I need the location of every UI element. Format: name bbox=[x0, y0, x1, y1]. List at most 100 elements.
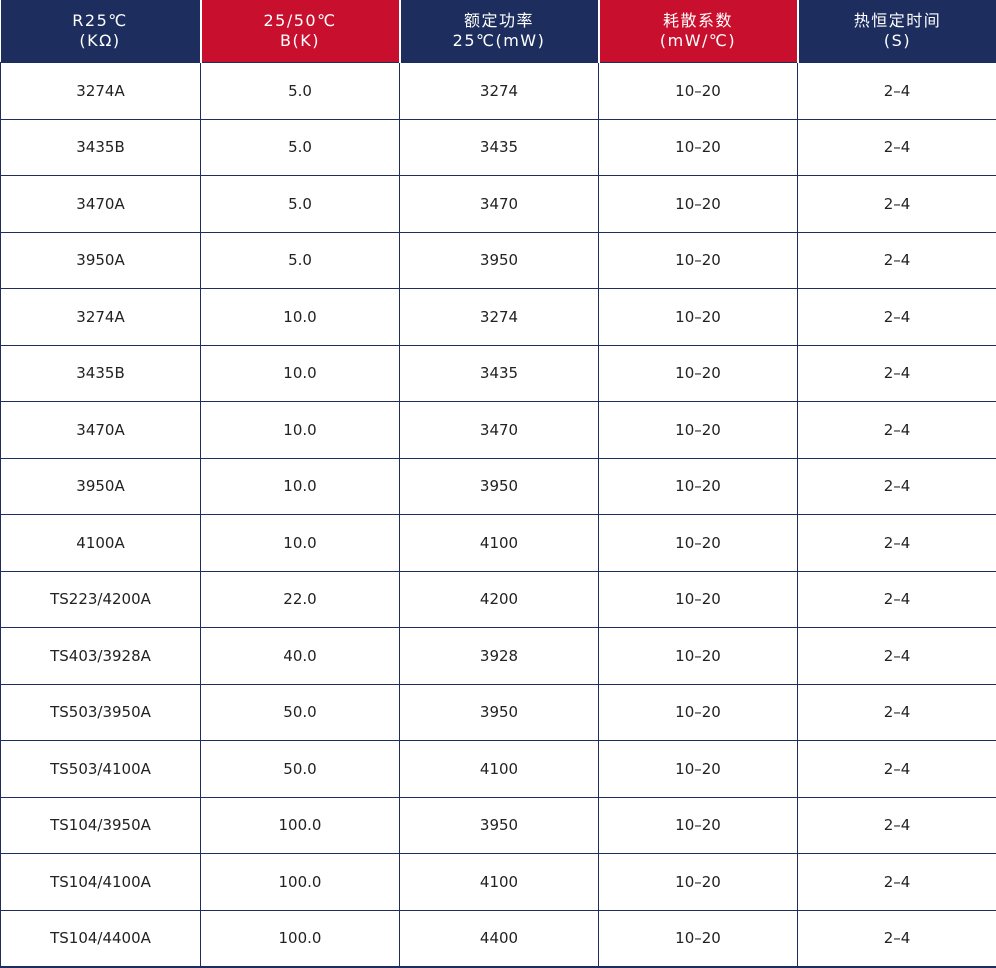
cell-time-constant: 2–4 bbox=[798, 515, 996, 572]
cell-rated-power: 3435 bbox=[400, 345, 599, 402]
cell-resistance: TS104/4400A bbox=[1, 910, 201, 967]
cell-dissipation: 10–20 bbox=[599, 176, 798, 233]
table-header: R25℃ (KΩ) 25/50℃ B(K) 额定功率 25℃(mW) 耗散系数 … bbox=[1, 0, 996, 63]
cell-time-constant: 2–4 bbox=[798, 402, 996, 459]
cell-resistance: TS104/3950A bbox=[1, 797, 201, 854]
header-b-value-line1: 25/50℃ bbox=[202, 11, 399, 31]
header-dissipation: 耗散系数 (mW/℃) bbox=[599, 0, 798, 63]
header-b-value-line2: B(K) bbox=[202, 31, 399, 51]
cell-rated-power: 3470 bbox=[400, 402, 599, 459]
cell-time-constant: 2–4 bbox=[798, 854, 996, 911]
cell-time-constant: 2–4 bbox=[798, 797, 996, 854]
cell-resistance: TS104/4100A bbox=[1, 854, 201, 911]
cell-time-constant: 2–4 bbox=[798, 119, 996, 176]
cell-time-constant: 2–4 bbox=[798, 345, 996, 402]
cell-time-constant: 2–4 bbox=[798, 571, 996, 628]
header-resistance-line2: (KΩ) bbox=[1, 31, 200, 51]
cell-dissipation: 10–20 bbox=[599, 119, 798, 176]
cell-rated-power: 3950 bbox=[400, 232, 599, 289]
cell-b-value: 10.0 bbox=[201, 402, 400, 459]
header-time-constant-line2: (S) bbox=[799, 31, 996, 51]
cell-time-constant: 2–4 bbox=[798, 628, 996, 685]
cell-rated-power: 3274 bbox=[400, 289, 599, 346]
cell-time-constant: 2–4 bbox=[798, 176, 996, 233]
cell-b-value: 100.0 bbox=[201, 910, 400, 967]
cell-resistance: 3950A bbox=[1, 232, 201, 289]
header-dissipation-line1: 耗散系数 bbox=[600, 11, 797, 31]
cell-rated-power: 4400 bbox=[400, 910, 599, 967]
cell-b-value: 100.0 bbox=[201, 854, 400, 911]
cell-resistance: 3435B bbox=[1, 345, 201, 402]
cell-time-constant: 2–4 bbox=[798, 63, 996, 120]
cell-rated-power: 4100 bbox=[400, 854, 599, 911]
cell-b-value: 100.0 bbox=[201, 797, 400, 854]
header-rated-power-line2: 25℃(mW) bbox=[401, 31, 598, 51]
cell-dissipation: 10–20 bbox=[599, 458, 798, 515]
cell-b-value: 10.0 bbox=[201, 515, 400, 572]
cell-rated-power: 3950 bbox=[400, 797, 599, 854]
header-resistance-line1: R25℃ bbox=[1, 11, 200, 31]
cell-dissipation: 10–20 bbox=[599, 741, 798, 798]
header-rated-power-line1: 额定功率 bbox=[401, 11, 598, 31]
cell-dissipation: 10–20 bbox=[599, 289, 798, 346]
cell-rated-power: 4100 bbox=[400, 741, 599, 798]
cell-rated-power: 3470 bbox=[400, 176, 599, 233]
cell-dissipation: 10–20 bbox=[599, 345, 798, 402]
cell-b-value: 22.0 bbox=[201, 571, 400, 628]
cell-dissipation: 10–20 bbox=[599, 628, 798, 685]
cell-rated-power: 3435 bbox=[400, 119, 599, 176]
cell-b-value: 40.0 bbox=[201, 628, 400, 685]
cell-dissipation: 10–20 bbox=[599, 910, 798, 967]
cell-b-value: 5.0 bbox=[201, 119, 400, 176]
cell-b-value: 10.0 bbox=[201, 458, 400, 515]
header-dissipation-line2: (mW/℃) bbox=[600, 31, 797, 51]
cell-dissipation: 10–20 bbox=[599, 684, 798, 741]
cell-time-constant: 2–4 bbox=[798, 458, 996, 515]
cell-time-constant: 2–4 bbox=[798, 289, 996, 346]
header-time-constant: 热恒定时间 (S) bbox=[798, 0, 996, 63]
cell-rated-power: 4200 bbox=[400, 571, 599, 628]
cell-b-value: 50.0 bbox=[201, 684, 400, 741]
cell-resistance: 3274A bbox=[1, 289, 201, 346]
header-b-value: 25/50℃ B(K) bbox=[201, 0, 400, 63]
cell-dissipation: 10–20 bbox=[599, 515, 798, 572]
cell-rated-power: 3274 bbox=[400, 63, 599, 120]
cell-dissipation: 10–20 bbox=[599, 63, 798, 120]
cell-resistance: 3950A bbox=[1, 458, 201, 515]
cell-rated-power: 4100 bbox=[400, 515, 599, 572]
cell-resistance: TS503/3950A bbox=[1, 684, 201, 741]
cell-resistance: 3470A bbox=[1, 176, 201, 233]
cell-resistance: TS223/4200A bbox=[1, 571, 201, 628]
cell-time-constant: 2–4 bbox=[798, 741, 996, 798]
cell-resistance: 3470A bbox=[1, 402, 201, 459]
cell-dissipation: 10–20 bbox=[599, 232, 798, 289]
cell-time-constant: 2–4 bbox=[798, 910, 996, 967]
cell-resistance: TS403/3928A bbox=[1, 628, 201, 685]
cell-b-value: 10.0 bbox=[201, 345, 400, 402]
cell-b-value: 5.0 bbox=[201, 232, 400, 289]
header-row: R25℃ (KΩ) 25/50℃ B(K) 额定功率 25℃(mW) 耗散系数 … bbox=[1, 0, 996, 63]
cell-time-constant: 2–4 bbox=[798, 232, 996, 289]
cell-resistance: 4100A bbox=[1, 515, 201, 572]
cell-rated-power: 3928 bbox=[400, 628, 599, 685]
header-resistance: R25℃ (KΩ) bbox=[1, 0, 201, 63]
cell-b-value: 50.0 bbox=[201, 741, 400, 798]
header-time-constant-line1: 热恒定时间 bbox=[799, 11, 996, 31]
cell-resistance: 3435B bbox=[1, 119, 201, 176]
cell-dissipation: 10–20 bbox=[599, 797, 798, 854]
cell-rated-power: 3950 bbox=[400, 684, 599, 741]
